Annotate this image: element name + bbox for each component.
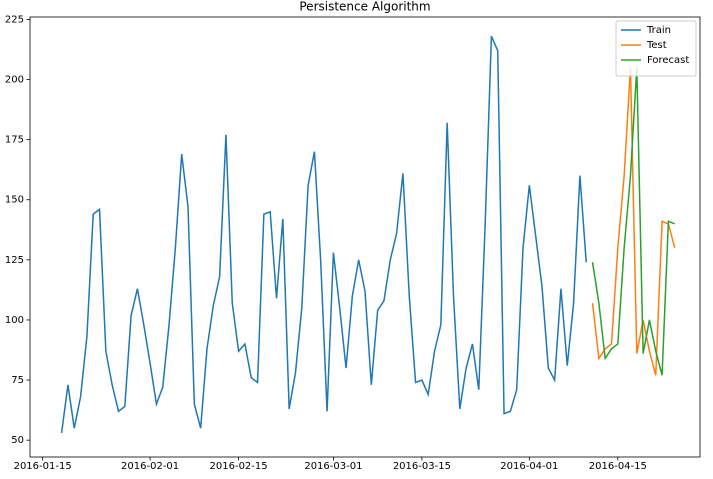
y-tick-label: 125 [5,255,24,266]
x-tick-label: 2016-01-15 [14,461,72,472]
legend-label: Train [646,25,671,36]
y-tick-label: 50 [11,435,24,446]
y-tick-label: 200 [5,75,24,86]
x-tick-label: 2016-04-15 [589,461,647,472]
legend-label: Test [646,40,667,51]
legend-box [615,20,697,77]
series-line [60,35,587,434]
x-tick-label: 2016-02-01 [121,461,179,472]
y-tick-label: 100 [5,315,24,326]
y-tick-label: 75 [11,375,24,386]
chart-title: Persistence Algorithm [299,0,430,14]
y-tick-label: 150 [5,195,24,206]
plot-area [29,16,701,458]
series-line [591,67,675,376]
y-tick-label: 175 [5,135,24,146]
x-tick-label: 2016-03-01 [304,461,362,472]
y-tick-label: 225 [5,14,24,25]
legend: Train Test Forecast [615,20,697,77]
x-tick-label: 2016-03-15 [393,461,451,472]
x-tick-label: 2016-02-15 [210,461,268,472]
x-tick-label: 2016-04-01 [500,461,558,472]
series-line [591,67,676,376]
legend-label: Forecast [647,55,689,66]
